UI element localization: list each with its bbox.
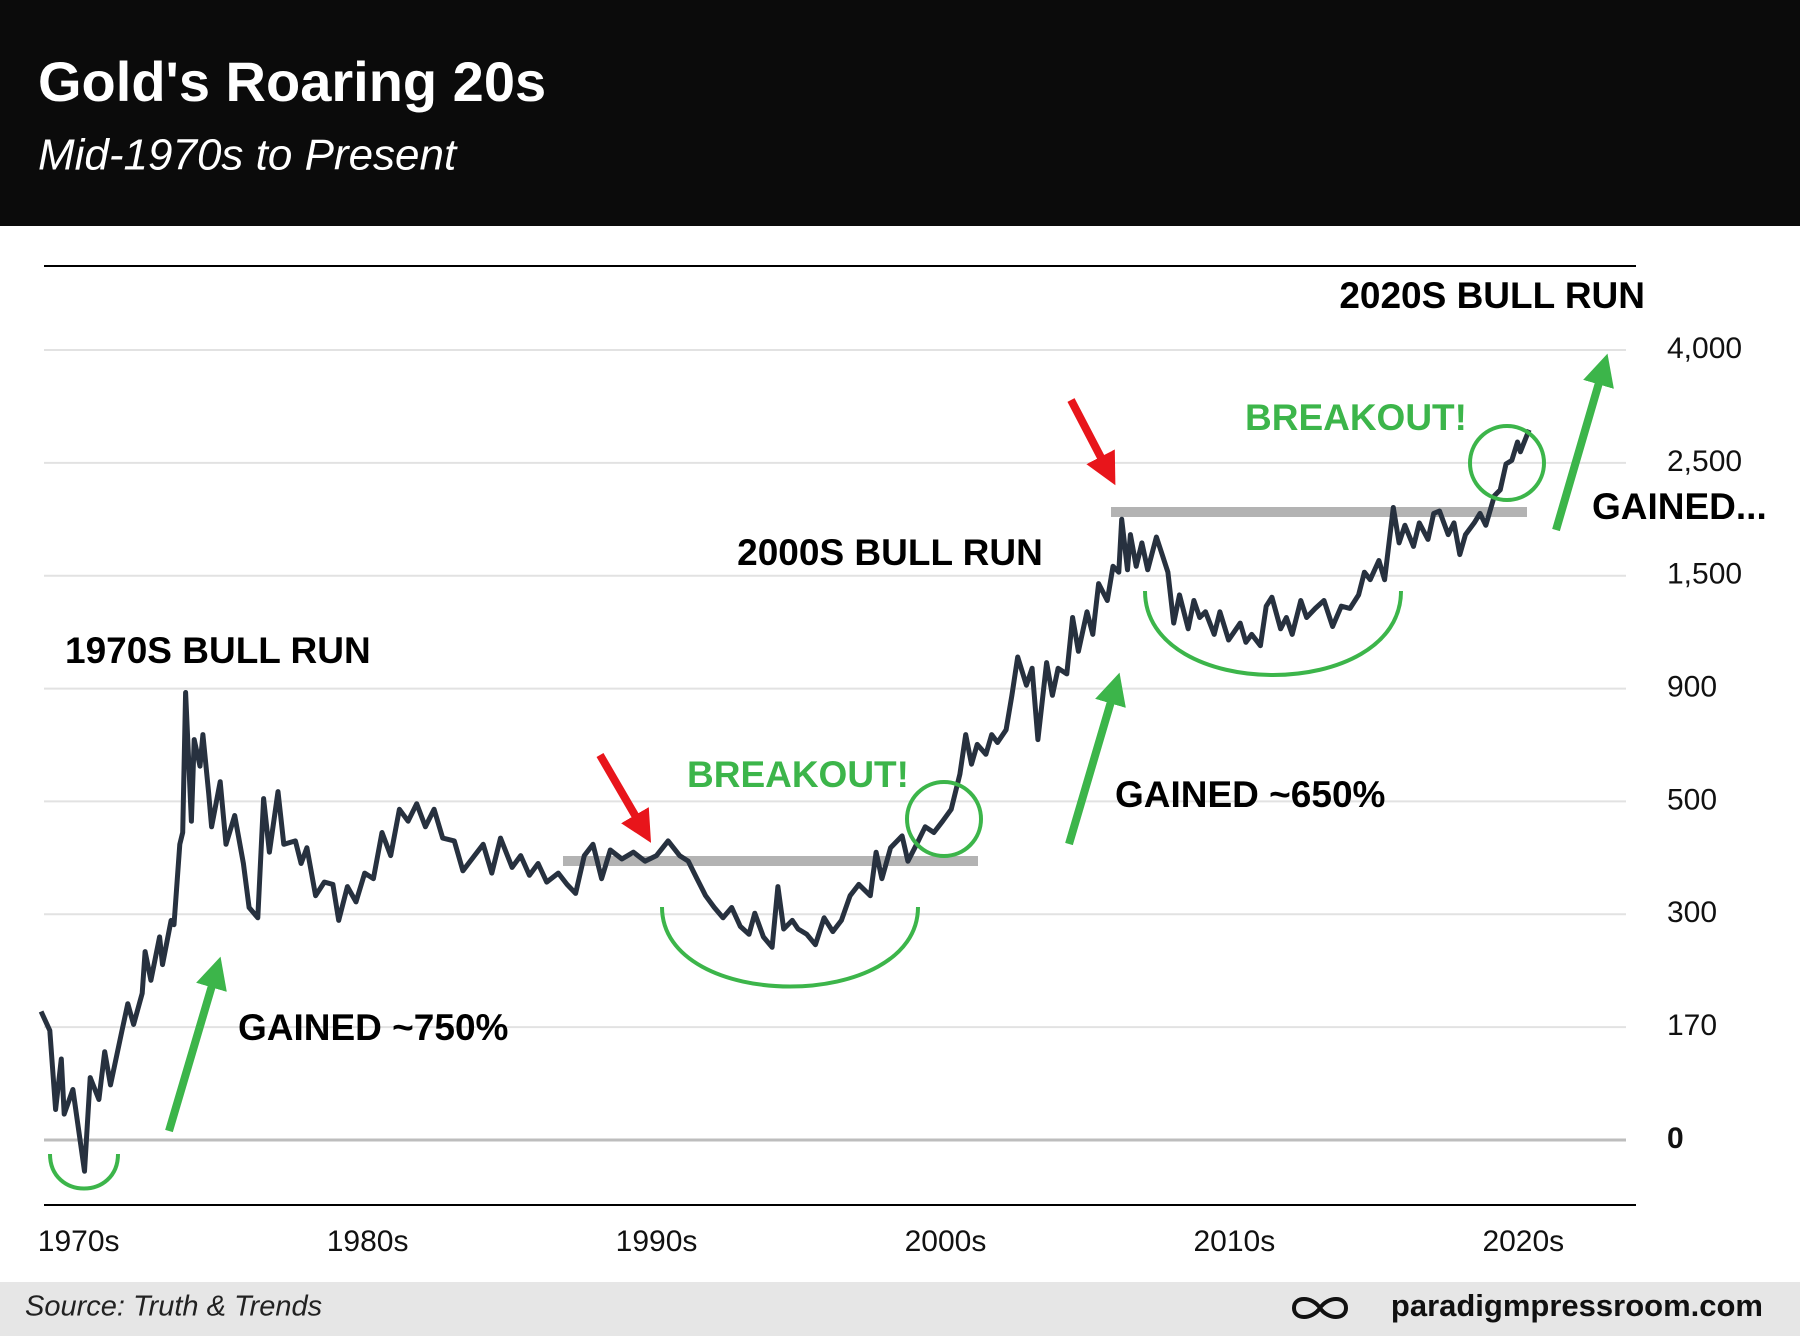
plot-area [38, 428, 1532, 1174]
y-tick-label: 1,500 [1667, 558, 1742, 591]
annotation: 2000S BULL RUN [737, 532, 1043, 573]
chart-subtitle: Mid-1970s to Present [38, 131, 458, 180]
up-arrow [1065, 672, 1126, 846]
x-tick-label: 2000s [905, 1225, 987, 1258]
y-tick-label: 170 [1667, 1009, 1717, 1042]
down-arrow [1067, 398, 1116, 486]
annotation: 2020S BULL RUN [1339, 275, 1645, 316]
y-tick-label: 4,000 [1667, 332, 1742, 365]
grid [44, 349, 1626, 1142]
price-line [38, 428, 1532, 1174]
x-tick-label: 2020s [1482, 1225, 1564, 1258]
annotation: BREAKOUT! [687, 754, 909, 795]
footer-band [0, 1282, 1800, 1336]
resistance-band [1111, 507, 1527, 517]
y-tick-label: 900 [1667, 670, 1717, 703]
chart-title: Gold's Roaring 20s [38, 50, 546, 113]
annotation: GAINED ~650% [1115, 774, 1385, 815]
breakout-circle [1468, 424, 1546, 502]
annotation: GAINED... [1592, 486, 1767, 527]
annotation: GAINED ~750% [238, 1007, 508, 1048]
up-arrow [165, 956, 227, 1133]
x-tick-label: 2010s [1194, 1225, 1276, 1258]
down-arrow [596, 752, 652, 843]
header-band [0, 0, 1800, 226]
up-arrow [1552, 353, 1614, 532]
source: Source: Truth & Trends [25, 1291, 322, 1323]
y-tick-label: 300 [1667, 896, 1717, 929]
brand-logo [1291, 1297, 1349, 1319]
x-tick-label: 1970s [38, 1225, 120, 1258]
resistance-band [563, 856, 978, 866]
y-tick-label: 0 [1667, 1122, 1684, 1155]
highlights [48, 353, 1614, 1191]
annotation: BREAKOUT! [1245, 397, 1467, 438]
breakout-circle [905, 780, 983, 858]
bottom-arc [660, 906, 920, 989]
y-tick-label: 500 [1667, 783, 1717, 816]
bottom-arc [1143, 590, 1403, 677]
y-tick-label: 2,500 [1667, 445, 1742, 478]
bottom-arc [48, 1153, 120, 1191]
brand: paradigmpressroom.com [1391, 1288, 1763, 1323]
annotation: 1970S BULL RUN [65, 630, 371, 671]
x-tick-label: 1990s [616, 1225, 698, 1258]
x-tick-label: 1980s [327, 1225, 409, 1258]
